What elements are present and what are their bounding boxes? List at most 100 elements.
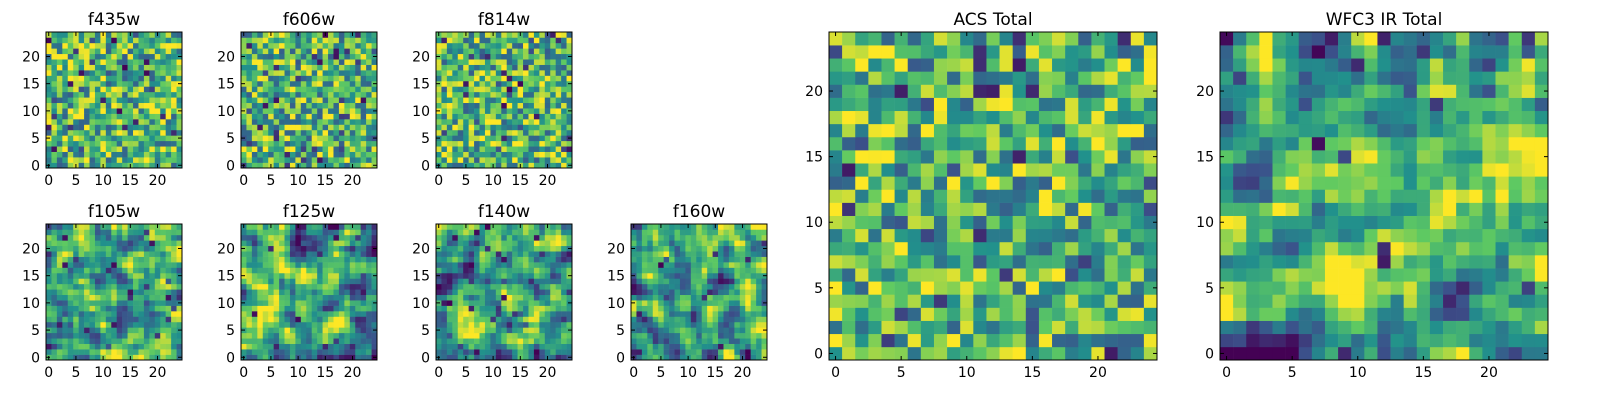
heatmap-cell (105, 311, 112, 317)
heatmap-cell (171, 338, 177, 344)
heatmap-cell (550, 311, 556, 317)
heatmap-cell (46, 97, 52, 104)
heatmap-cell (333, 53, 340, 60)
heatmap-cell (734, 311, 741, 317)
heatmap-cell (360, 64, 367, 71)
heatmap-cell (246, 338, 253, 344)
heatmap-cell (712, 305, 719, 312)
heatmap-cell (51, 102, 58, 109)
heatmap-cell (647, 262, 654, 268)
heatmap-cell (973, 228, 987, 243)
heatmap-cell (446, 140, 453, 147)
heatmap-cell (246, 267, 253, 274)
heatmap-cell (739, 305, 746, 312)
heatmap-cell (62, 91, 69, 98)
heatmap-cell (468, 59, 475, 65)
heatmap-cell (528, 311, 535, 317)
heatmap-cell (262, 349, 269, 355)
heatmap-cell (1078, 176, 1092, 190)
heatmap-cell (707, 262, 713, 268)
heatmap-cell (756, 332, 762, 339)
heatmap-cell (1143, 307, 1158, 321)
heatmap-cell (479, 294, 486, 301)
heatmap-cell (679, 278, 686, 285)
heatmap-cell (761, 251, 768, 257)
heatmap-cell (756, 300, 762, 306)
heatmap-cell (317, 349, 323, 355)
heatmap-cell (631, 332, 637, 339)
heatmap-cell (881, 189, 895, 203)
heatmap-cell (723, 332, 730, 339)
heatmap-cell (133, 64, 139, 71)
heatmap-cell (149, 151, 156, 158)
heatmap-cell (338, 300, 345, 306)
heatmap-cell (436, 140, 442, 147)
heatmap-cell (160, 256, 166, 263)
heatmap-cell (143, 327, 150, 334)
heatmap-cell (544, 80, 551, 87)
heatmap-cell (322, 234, 329, 241)
heatmap-cell (295, 267, 302, 274)
heatmap-cell (366, 86, 372, 93)
heatmap-cell (474, 316, 480, 323)
heatmap-cell (674, 278, 681, 285)
heatmap-cell (94, 64, 101, 71)
heatmap-cell (257, 129, 264, 136)
heatmap-cell (484, 129, 491, 136)
heatmap-cell (484, 37, 491, 44)
heatmap-cell (333, 135, 340, 142)
heatmap-cell (436, 59, 442, 65)
y-tick-label: 10 (412, 104, 430, 120)
heatmap-cell (652, 354, 659, 361)
heatmap-cell (344, 224, 351, 230)
heatmap-cell (317, 294, 323, 301)
heatmap-cell (641, 349, 648, 355)
heatmap-cell (1025, 163, 1040, 177)
heatmap-cell (289, 283, 296, 290)
heatmap-cell (550, 42, 556, 49)
heatmap-cell (1104, 189, 1118, 203)
heatmap-cell (468, 300, 475, 306)
heatmap-cell (1038, 333, 1053, 348)
heatmap-cell (566, 42, 573, 49)
heatmap-cell (149, 53, 156, 60)
heatmap-cell (436, 97, 442, 104)
heatmap-cell (561, 135, 567, 142)
heatmap-cell (84, 251, 90, 257)
heatmap-cell (84, 42, 90, 49)
heatmap-cell (723, 229, 730, 236)
heatmap-cell (528, 229, 535, 236)
heatmap-cell (495, 343, 502, 350)
heatmap-cell (257, 245, 264, 252)
heatmap-cell (138, 59, 145, 65)
heatmap-cell (366, 146, 372, 152)
heatmap-cell (495, 102, 502, 109)
heatmap-cell (349, 102, 356, 109)
heatmap-cell (452, 234, 459, 241)
heatmap-cell (67, 157, 74, 163)
heatmap-cell (333, 283, 340, 290)
heatmap-cell (723, 294, 730, 301)
heatmap-cell (685, 294, 692, 301)
heatmap-cell (349, 300, 356, 306)
heatmap-cell (366, 251, 372, 257)
heatmap-cell (300, 267, 307, 274)
axes-frame (45, 31, 183, 169)
heatmap-cell (295, 316, 302, 323)
heatmap-cell (344, 278, 351, 285)
heatmap-cell (56, 113, 63, 120)
heatmap-cell (550, 354, 556, 361)
heatmap-cell (718, 283, 724, 290)
heatmap-cell (533, 59, 540, 65)
heatmap-cell (268, 245, 274, 252)
heatmap-cell (279, 75, 285, 82)
heatmap-cell (273, 316, 280, 323)
heatmap-cell (100, 316, 107, 323)
heatmap-cell (51, 86, 58, 93)
heatmap-cell (62, 129, 69, 136)
heatmap-cell (452, 135, 459, 142)
heatmap-cell (67, 311, 74, 317)
heatmap-cell (133, 42, 139, 49)
heatmap-cell (544, 124, 551, 131)
heatmap-cell (78, 311, 85, 317)
